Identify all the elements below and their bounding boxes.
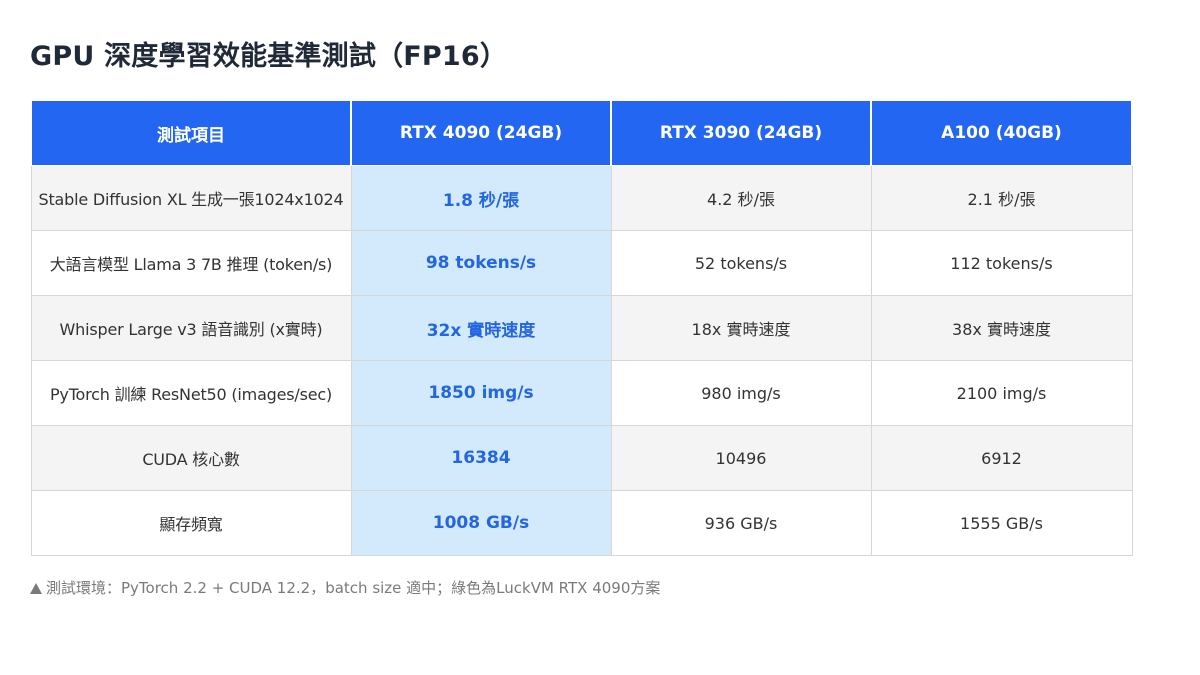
rtx-3090-value: 18x 實時速度 bbox=[610, 295, 872, 361]
rtx-4090-value: 16384 bbox=[350, 425, 612, 491]
a100-value: 112 tokens/s bbox=[870, 230, 1133, 296]
table-row: 顯存頻寬 1008 GB/s 936 GB/s 1555 GB/s bbox=[30, 490, 1133, 556]
table-row: CUDA 核心數 16384 10496 6912 bbox=[30, 425, 1133, 491]
test-item-label: 大語言模型 Llama 3 7B 推理 (token/s) bbox=[30, 230, 352, 296]
test-item-label: 顯存頻寬 bbox=[30, 490, 352, 556]
rtx-4090-value: 1850 img/s bbox=[350, 360, 612, 426]
header-test-item: 測試項目 bbox=[30, 100, 352, 166]
rtx-4090-value: 98 tokens/s bbox=[350, 230, 612, 296]
a100-value: 2.1 秒/張 bbox=[870, 165, 1133, 231]
footnote-text: 測試環境：PyTorch 2.2 + CUDA 12.2，batch size … bbox=[46, 579, 661, 597]
test-item-label: Stable Diffusion XL 生成一張1024x1024 bbox=[30, 165, 352, 231]
test-item-label: Whisper Large v3 語音識別 (x實時) bbox=[30, 295, 352, 361]
rtx-4090-value: 32x 實時速度 bbox=[350, 295, 612, 361]
rtx-3090-value: 4.2 秒/張 bbox=[610, 165, 872, 231]
header-rtx-4090: RTX 4090 (24GB) bbox=[350, 100, 612, 166]
table-row: PyTorch 訓練 ResNet50 (images/sec) 1850 im… bbox=[30, 360, 1133, 426]
header-a100: A100 (40GB) bbox=[870, 100, 1133, 166]
rtx-3090-value: 936 GB/s bbox=[610, 490, 872, 556]
table-header-row: 測試項目 RTX 4090 (24GB) RTX 3090 (24GB) A10… bbox=[30, 100, 1133, 166]
test-item-label: CUDA 核心數 bbox=[30, 425, 352, 491]
page-title: GPU 深度學習效能基準測試（FP16） bbox=[30, 41, 508, 72]
rtx-4090-value: 1008 GB/s bbox=[350, 490, 612, 556]
a100-value: 6912 bbox=[870, 425, 1133, 491]
rtx-3090-value: 10496 bbox=[610, 425, 872, 491]
rtx-3090-value: 980 img/s bbox=[610, 360, 872, 426]
rtx-4090-value: 1.8 秒/張 bbox=[350, 165, 612, 231]
test-item-label: PyTorch 訓練 ResNet50 (images/sec) bbox=[30, 360, 352, 426]
table-row: Stable Diffusion XL 生成一張1024x1024 1.8 秒/… bbox=[30, 165, 1133, 231]
a100-value: 2100 img/s bbox=[870, 360, 1133, 426]
triangle-up-icon bbox=[30, 583, 42, 594]
a100-value: 1555 GB/s bbox=[870, 490, 1133, 556]
rtx-3090-value: 52 tokens/s bbox=[610, 230, 872, 296]
table-row: 大語言模型 Llama 3 7B 推理 (token/s) 98 tokens/… bbox=[30, 230, 1133, 296]
a100-value: 38x 實時速度 bbox=[870, 295, 1133, 361]
table-row: Whisper Large v3 語音識別 (x實時) 32x 實時速度 18x… bbox=[30, 295, 1133, 361]
benchmark-table: 測試項目 RTX 4090 (24GB) RTX 3090 (24GB) A10… bbox=[30, 100, 1133, 556]
header-rtx-3090: RTX 3090 (24GB) bbox=[610, 100, 872, 166]
footnote: 測試環境：PyTorch 2.2 + CUDA 12.2，batch size … bbox=[30, 577, 660, 598]
